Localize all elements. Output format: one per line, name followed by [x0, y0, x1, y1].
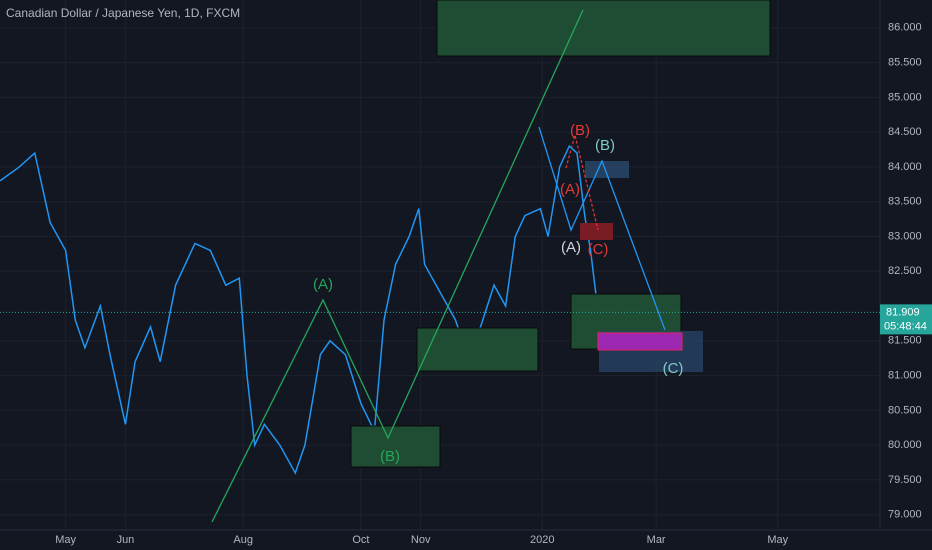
annotation: (C) [588, 241, 609, 258]
annotation: (C) [663, 360, 684, 377]
zone [597, 332, 683, 351]
x-tick-label: Nov [411, 534, 431, 546]
zone [580, 223, 613, 240]
chart-title: Canadian Dollar / Japanese Yen, 1D, FXCM [6, 6, 240, 20]
x-tick-label: 2020 [530, 534, 554, 546]
y-tick-label: 84.500 [888, 126, 922, 138]
x-tick-label: Jun [117, 534, 135, 546]
countdown: 05:48:44 [884, 320, 927, 332]
zone [350, 425, 441, 468]
y-tick-label: 86.000 [888, 22, 922, 34]
y-tick-label: 79.500 [888, 474, 922, 486]
x-tick-label: Aug [233, 534, 253, 546]
last-price-label: 81.909 [886, 306, 920, 318]
zone [436, 0, 771, 57]
annotation: (B) [380, 448, 400, 465]
last-price-box [880, 304, 932, 335]
y-tick-label: 81.500 [888, 335, 922, 347]
y-tick-label: 81.000 [888, 369, 922, 381]
wave-line [211, 9, 584, 523]
y-tick-label: 79.000 [888, 509, 922, 521]
y-tick-label: 82.500 [888, 265, 922, 277]
x-tick-label: May [55, 534, 76, 546]
y-tick-label: 85.500 [888, 57, 922, 69]
wave-line [538, 126, 666, 331]
x-tick-label: May [767, 534, 788, 546]
x-tick-label: Mar [647, 534, 666, 546]
annotation: (A) [560, 181, 580, 198]
y-tick-label: 80.000 [888, 439, 922, 451]
annotation: (B) [595, 137, 615, 154]
y-tick-label: 83.000 [888, 230, 922, 242]
x-tick-label: Oct [352, 534, 369, 546]
annotation: (B) [570, 122, 590, 139]
zone [416, 327, 539, 372]
annotation: (A) [561, 239, 581, 256]
annotation: (A) [313, 276, 333, 293]
y-tick-label: 84.000 [888, 161, 922, 173]
price-line [0, 144, 599, 475]
y-tick-label: 80.500 [888, 404, 922, 416]
wave-line [565, 134, 599, 231]
price-axis [880, 0, 932, 550]
y-tick-label: 85.000 [888, 91, 922, 103]
y-tick-label: 83.500 [888, 196, 922, 208]
